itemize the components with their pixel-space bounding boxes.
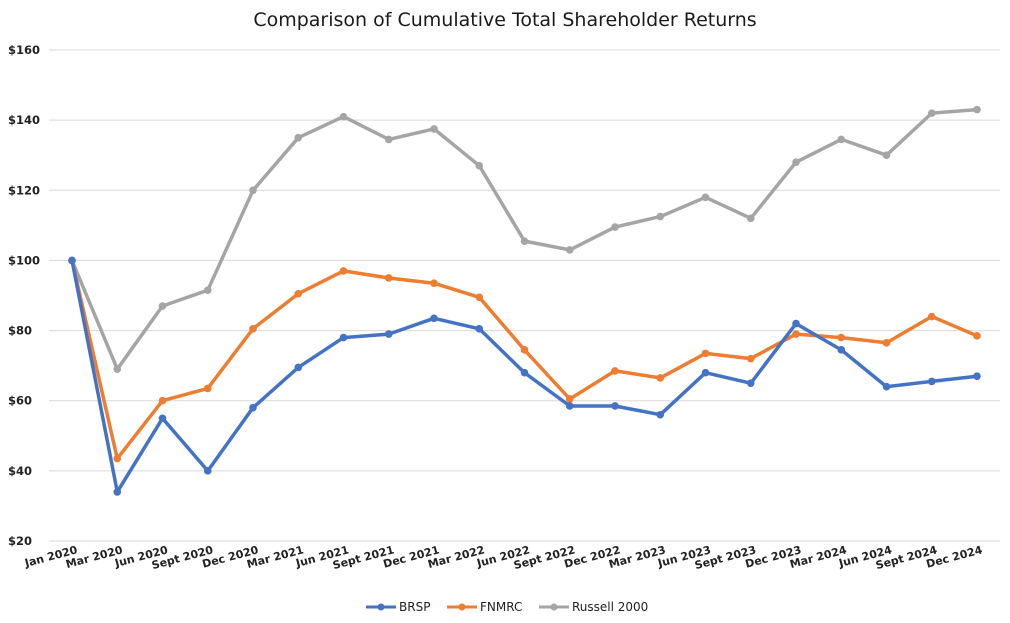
data-point-brsp bbox=[520, 368, 529, 377]
data-point-brsp bbox=[837, 346, 846, 354]
legend-label: FNMRC bbox=[480, 600, 522, 614]
y-tick-label: $20 bbox=[8, 534, 32, 548]
data-point-russell-2000 bbox=[520, 237, 529, 245]
data-point-fnmrc bbox=[294, 289, 303, 298]
legend-marker bbox=[377, 603, 385, 611]
y-tick-label: $100 bbox=[8, 253, 40, 267]
data-point-fnmrc bbox=[158, 396, 167, 405]
series-fnmrc bbox=[68, 256, 981, 463]
y-tick-label: $160 bbox=[8, 43, 40, 57]
data-point-russell-2000 bbox=[792, 158, 800, 167]
data-point-russell-2000 bbox=[565, 246, 574, 254]
legend-item-russell-2000: Russell 2000 bbox=[539, 600, 648, 614]
legend-label: BRSP bbox=[399, 600, 430, 614]
data-point-fnmrc bbox=[927, 312, 936, 321]
data-point-fnmrc bbox=[882, 339, 891, 347]
data-point-brsp bbox=[158, 414, 167, 423]
data-point-russell-2000 bbox=[656, 212, 665, 221]
data-point-russell-2000 bbox=[203, 286, 212, 295]
y-tick-label: $140 bbox=[8, 113, 40, 127]
data-point-fnmrc bbox=[973, 332, 981, 340]
data-point-brsp bbox=[882, 382, 891, 391]
data-point-russell-2000 bbox=[339, 112, 348, 121]
data-point-russell-2000 bbox=[611, 223, 619, 231]
data-point-brsp bbox=[294, 363, 303, 372]
data-point-fnmrc bbox=[384, 274, 393, 282]
data-point-russell-2000 bbox=[882, 151, 891, 160]
data-point-brsp bbox=[384, 330, 393, 338]
data-point-brsp bbox=[927, 377, 936, 386]
chart-title: Comparison of Cumulative Total Sharehold… bbox=[253, 9, 756, 31]
data-point-fnmrc bbox=[837, 333, 846, 342]
y-tick-label: $120 bbox=[8, 183, 40, 197]
data-point-russell-2000 bbox=[294, 133, 303, 142]
data-point-russell-2000 bbox=[701, 193, 710, 202]
legend-marker bbox=[550, 603, 558, 611]
legend-item-fnmrc: FNMRC bbox=[447, 600, 522, 614]
data-point-brsp bbox=[339, 333, 348, 342]
data-point-brsp bbox=[68, 256, 76, 265]
legend: BRSP FNMRC Russell 2000 bbox=[366, 600, 648, 614]
data-point-fnmrc bbox=[113, 454, 122, 463]
data-point-brsp bbox=[973, 372, 981, 380]
data-point-russell-2000 bbox=[384, 135, 393, 144]
series-brsp bbox=[68, 256, 981, 496]
data-point-fnmrc bbox=[656, 374, 665, 382]
data-point-russell-2000 bbox=[973, 105, 981, 114]
data-point-fnmrc bbox=[475, 293, 484, 302]
data-point-russell-2000 bbox=[113, 365, 122, 373]
data-point-brsp bbox=[792, 319, 800, 328]
data-point-fnmrc bbox=[565, 395, 574, 403]
data-point-brsp bbox=[611, 402, 619, 410]
data-point-russell-2000 bbox=[746, 214, 755, 223]
data-point-fnmrc bbox=[520, 346, 529, 354]
legend-item-brsp: BRSP bbox=[366, 600, 430, 614]
data-point-brsp bbox=[656, 410, 665, 419]
data-point-brsp bbox=[475, 325, 484, 333]
y-tick-label: $80 bbox=[8, 324, 32, 338]
data-point-russell-2000 bbox=[430, 125, 438, 133]
series bbox=[68, 105, 981, 496]
legend-marker bbox=[458, 603, 466, 611]
data-point-russell-2000 bbox=[249, 186, 257, 195]
data-point-fnmrc bbox=[430, 279, 438, 288]
data-point-brsp bbox=[565, 402, 574, 410]
data-point-brsp bbox=[249, 403, 257, 412]
data-point-fnmrc bbox=[792, 330, 800, 338]
y-tick-label: $40 bbox=[8, 464, 32, 478]
data-point-brsp bbox=[203, 467, 212, 475]
data-point-russell-2000 bbox=[927, 109, 936, 117]
data-point-fnmrc bbox=[339, 267, 348, 275]
legend-label: Russell 2000 bbox=[572, 600, 648, 614]
data-point-fnmrc bbox=[249, 325, 257, 333]
data-point-fnmrc bbox=[611, 367, 619, 375]
data-point-russell-2000 bbox=[158, 302, 167, 310]
data-point-brsp bbox=[701, 368, 710, 377]
data-point-russell-2000 bbox=[837, 135, 846, 144]
data-point-fnmrc bbox=[701, 349, 710, 358]
data-point-brsp bbox=[746, 379, 755, 387]
data-point-brsp bbox=[430, 314, 438, 323]
y-axis-ticks: $20 $40 $60 $80 $100 $120 $140 $160 bbox=[8, 43, 40, 548]
data-point-russell-2000 bbox=[475, 161, 484, 170]
series-russell-2000 bbox=[68, 105, 981, 373]
y-tick-label: $60 bbox=[8, 394, 32, 408]
data-point-brsp bbox=[113, 488, 122, 496]
data-point-fnmrc bbox=[746, 354, 755, 363]
data-point-fnmrc bbox=[203, 384, 212, 393]
